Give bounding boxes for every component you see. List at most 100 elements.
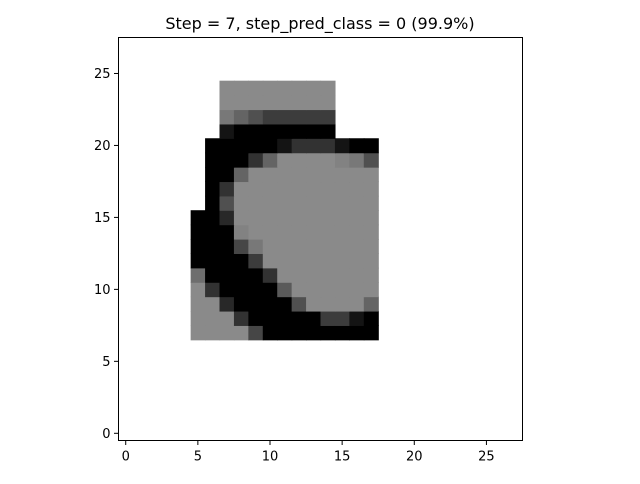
pixel-cell [363,152,379,168]
pixel-cell [248,282,264,298]
pixel-cell [291,239,307,254]
pixel-cell [277,310,293,326]
pixel-cell [277,224,293,240]
x-tick-label: 10 [262,450,279,465]
chart-title: Step = 7, step_pred_class = 0 (99.9%) [165,14,474,34]
pixel-cell [248,181,264,197]
pixel-cell [277,282,293,298]
pixel-cell [262,310,278,326]
pixel-cell [219,80,235,96]
pixel-cell [219,253,235,269]
pixel-cell [306,123,322,139]
pixel-cell [262,210,278,226]
pixel-cell [320,195,336,211]
pixel-cell [291,181,307,197]
y-tick-label: 5 [102,355,110,370]
pixel-cell [248,210,264,226]
pixel-cell [320,181,336,197]
pixel-cell [262,181,278,197]
pixel-cell [277,181,293,197]
pixel-cell [219,296,235,312]
pixel-cell [306,167,322,183]
pixel-cell [320,167,336,183]
pixel-cell [190,267,206,283]
pixel-cell [205,210,221,226]
pixel-cell [248,224,264,240]
pixel-cell [306,253,322,269]
pixel-cell [277,296,293,312]
x-tick-label: 20 [406,450,423,465]
pixel-cell [219,95,235,111]
pixel-cell [320,239,336,254]
x-tick-label: 25 [478,450,495,465]
pixel-cell [262,80,278,96]
pixel-cell [219,181,235,197]
pixel-cell [291,138,307,154]
pixel-cell [334,282,350,298]
pixel-cell [291,310,307,326]
pixel-cell [205,152,221,168]
pixel-cell [233,210,249,226]
pixel-cell [248,123,264,139]
y-tick-label: 20 [94,139,111,154]
pixel-cell [277,325,293,341]
pixel-cell [248,109,264,125]
pixel-cell [363,167,379,183]
pixel-cell [349,152,365,168]
pixel-cell [349,138,365,154]
pixel-cell [248,95,264,111]
pixel-cell [363,296,379,312]
pixel-cell [349,195,365,211]
pixel-cell [248,239,264,254]
pixel-cell [320,310,336,326]
pixel-cell [291,152,307,168]
pixel-cell [306,80,322,96]
pixel-cell [205,296,221,312]
pixel-cell [306,195,322,211]
pixel-cell [349,239,365,254]
pixel-cell [334,267,350,283]
pixel-cell [334,239,350,254]
pixel-cell [320,138,336,154]
pixel-cell [320,210,336,226]
pixel-cell [233,282,249,298]
pixel-cell [205,267,221,283]
pixel-cell [233,95,249,111]
pixel-cell [262,239,278,254]
pixel-cell [306,152,322,168]
pixel-cell [277,267,293,283]
pixel-cell [233,325,249,341]
pixel-cell [219,310,235,326]
pixel-cell [306,239,322,254]
pixel-cell [291,167,307,183]
pixel-cell [349,267,365,283]
pixel-cell [277,167,293,183]
pixel-cell [248,152,264,168]
y-tick-label: 15 [94,211,111,226]
pixel-cell [190,224,206,240]
pixel-cell [363,195,379,211]
pixel-cell [262,282,278,298]
y-tick-label: 10 [94,283,111,298]
pixel-cell [320,95,336,111]
pixel-cell [262,138,278,154]
pixel-cell [205,325,221,341]
pixel-cell [205,195,221,211]
y-tick-label: 25 [94,67,111,82]
pixel-cell [349,310,365,326]
pixel-cell [219,195,235,211]
pixel-cell [262,325,278,341]
pixel-cell [205,181,221,197]
pixel-cell [334,296,350,312]
pixel-cell [190,210,206,226]
pixel-cell [190,253,206,269]
pixel-cell [306,109,322,125]
pixel-cell [277,80,293,96]
pixel-cell [277,239,293,254]
pixel-cell [190,282,206,298]
pixel-cell [334,210,350,226]
pixel-cell [262,195,278,211]
pixel-cell [277,95,293,111]
